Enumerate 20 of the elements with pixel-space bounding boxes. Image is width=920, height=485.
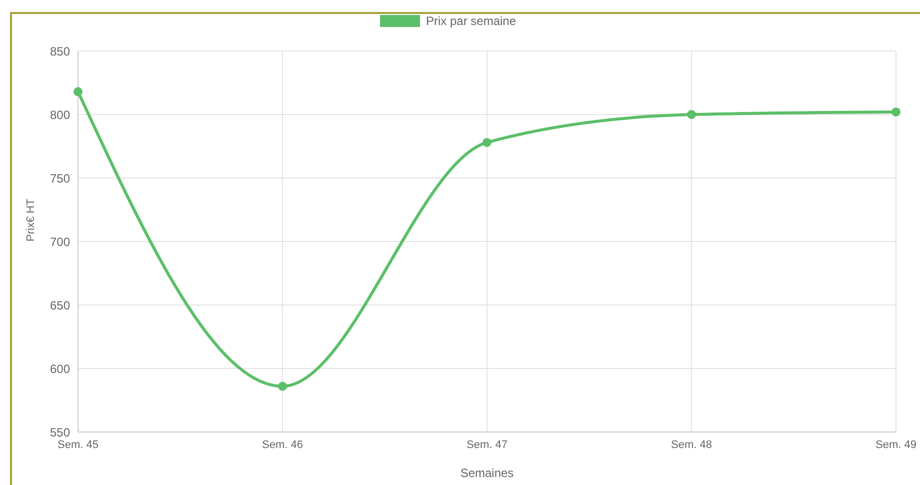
point bbox=[892, 107, 900, 116]
x-tick-label: Sem. 46 bbox=[262, 438, 303, 451]
y-tick-label: 800 bbox=[50, 108, 70, 122]
x-tick-label: Sem. 47 bbox=[466, 438, 508, 451]
x-tick-label: Sem. 49 bbox=[876, 438, 916, 451]
y-axis-title: Prix€ HT bbox=[24, 198, 37, 242]
x-tick-label: Sem. 45 bbox=[58, 438, 98, 451]
x-tick-label: Sem. 48 bbox=[671, 438, 712, 451]
point bbox=[687, 110, 696, 119]
y-tick-label: 700 bbox=[50, 234, 70, 249]
legend-label: Prix par semaine bbox=[426, 14, 516, 28]
y-tick-label: 650 bbox=[50, 298, 70, 312]
y-tick-label: 850 bbox=[50, 44, 70, 58]
y-tick-label: 600 bbox=[50, 362, 70, 376]
x-axis-title: Semaines bbox=[460, 466, 514, 480]
point bbox=[278, 382, 287, 391]
point bbox=[482, 138, 492, 147]
y-tick-label: 550 bbox=[50, 425, 70, 440]
y-tick-label: 750 bbox=[50, 171, 70, 186]
point bbox=[74, 87, 82, 96]
